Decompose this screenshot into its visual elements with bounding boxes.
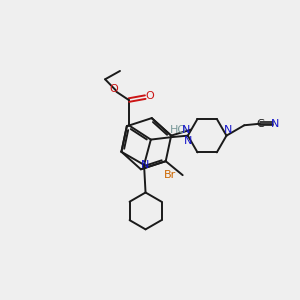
- Text: N: N: [182, 125, 190, 135]
- Text: N: N: [224, 125, 232, 135]
- Text: N: N: [270, 119, 279, 129]
- Text: Br: Br: [164, 170, 176, 180]
- Text: HO: HO: [169, 124, 187, 135]
- Text: N: N: [184, 136, 192, 146]
- Text: O: O: [145, 91, 154, 100]
- Text: N: N: [141, 160, 150, 170]
- Text: O: O: [109, 84, 118, 94]
- Text: C: C: [256, 119, 264, 129]
